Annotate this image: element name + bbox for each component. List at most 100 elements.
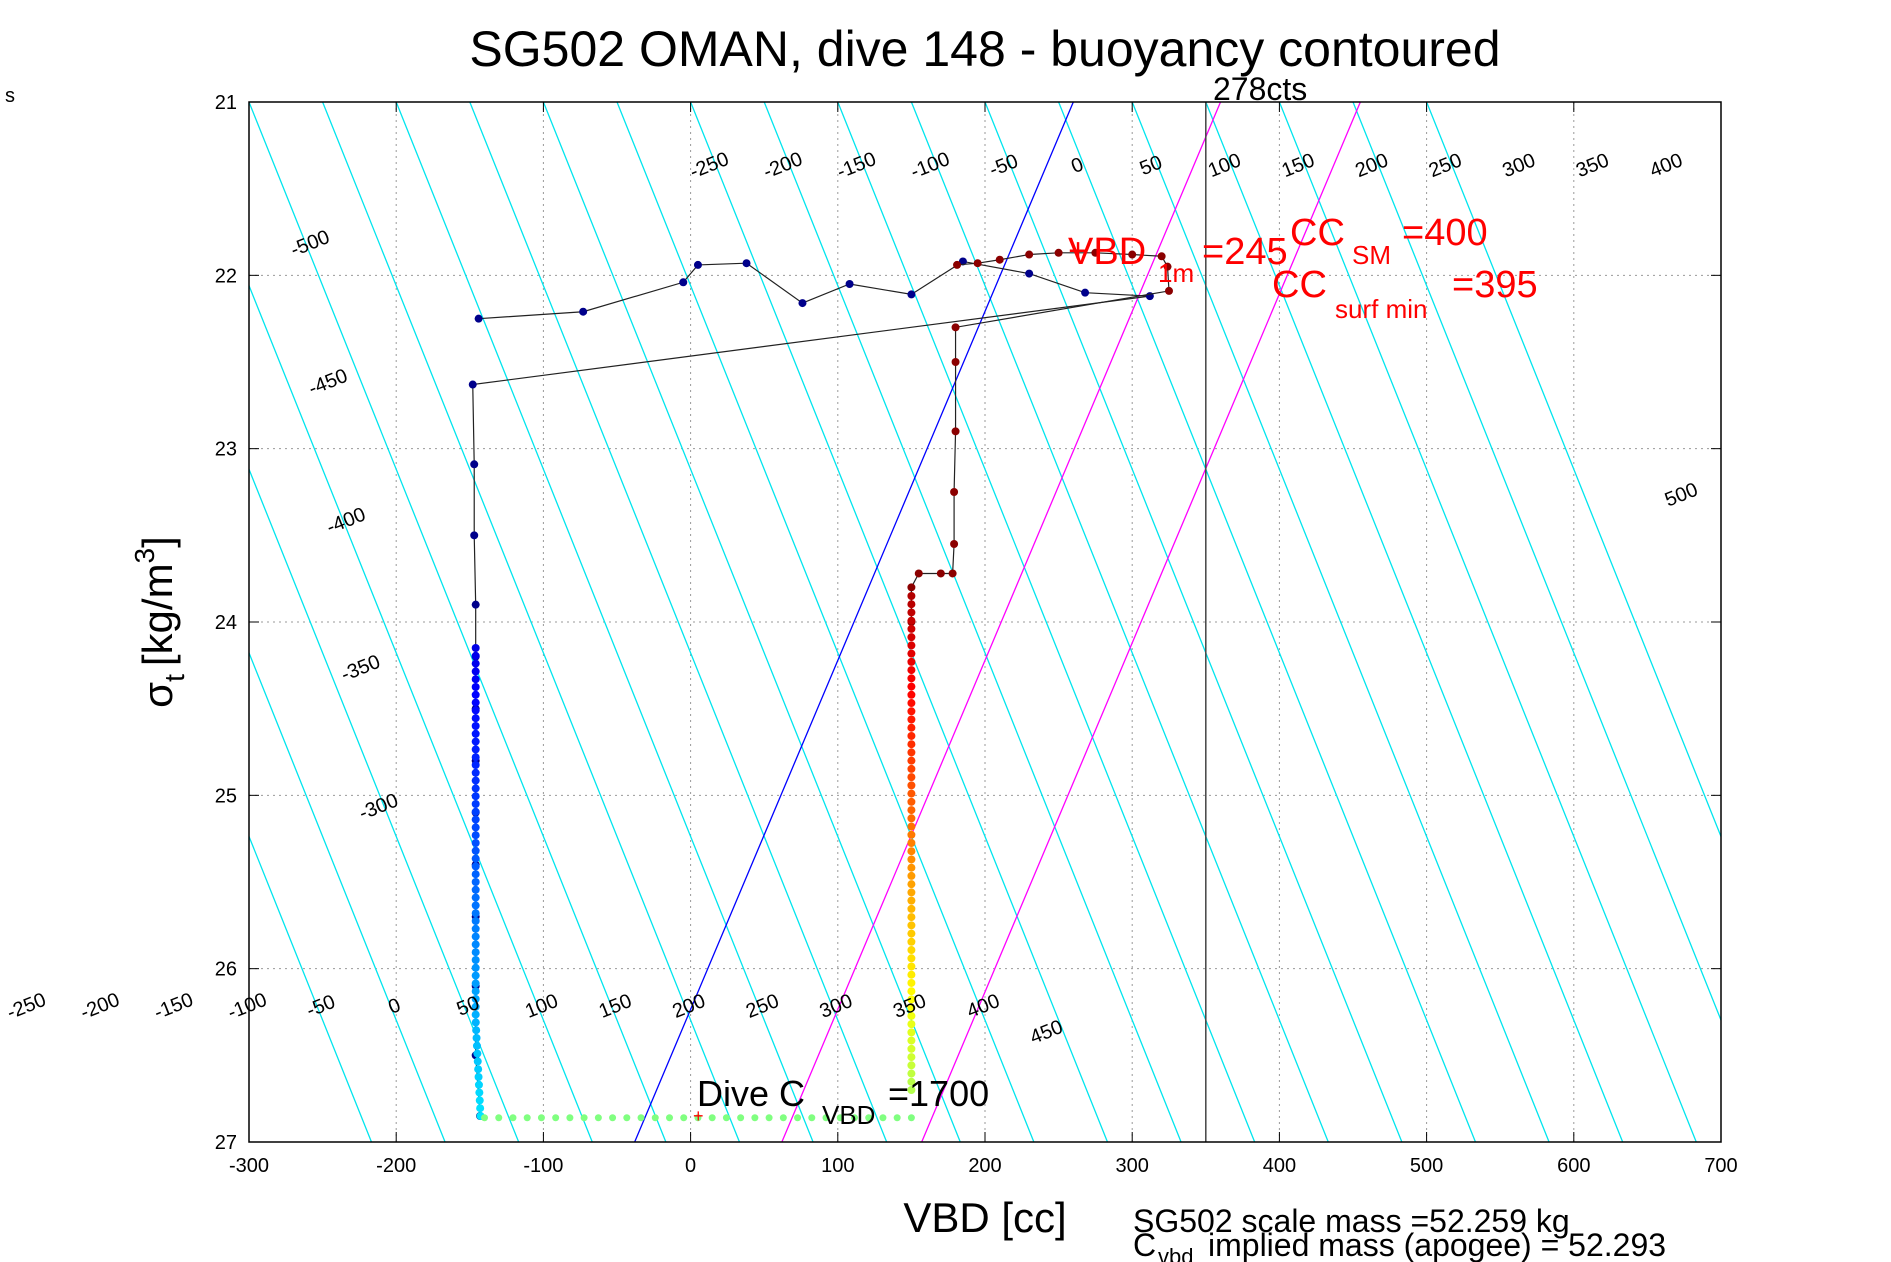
- axis-ticks: -300 -200 -100 0 100 200 300 400 500 600 700 21 22 23…: [215, 92, 1738, 1177]
- series-point: [951, 427, 960, 436]
- track-point: [907, 748, 916, 757]
- track-point: [471, 1018, 480, 1027]
- track-point: [623, 1114, 631, 1122]
- track-point: [907, 929, 916, 938]
- track-point: [907, 913, 916, 922]
- series-point: [742, 259, 751, 268]
- track-point: [907, 1086, 916, 1094]
- track-point: [907, 995, 916, 1004]
- cc-surf-main: CC: [1272, 264, 1327, 306]
- vbd-1m-value: =245: [1202, 231, 1288, 273]
- implied-sub: vbd: [1158, 1244, 1193, 1262]
- track-point: [471, 729, 480, 738]
- dive-cvbd-main: Dive C: [697, 1073, 805, 1114]
- track-point: [471, 706, 480, 715]
- series-point: [470, 531, 479, 540]
- series-point: [953, 260, 962, 269]
- x-tick-label: -100: [523, 1155, 563, 1177]
- track-point: [471, 745, 480, 754]
- track-point: [471, 683, 480, 691]
- track-point: [471, 909, 480, 918]
- x-tick-label: 200: [968, 1155, 1001, 1177]
- track-point: [471, 870, 480, 879]
- x-tick-label: -200: [376, 1155, 416, 1177]
- track-point: [907, 937, 916, 946]
- track-point: [472, 1041, 481, 1050]
- track-point: [907, 855, 916, 864]
- track-point: [865, 1114, 873, 1122]
- implied-main: C: [1133, 1227, 1156, 1262]
- x-tick-label: -300: [229, 1155, 269, 1177]
- annotation-vbd-1m: + VBD 1m =245: [1068, 231, 1288, 288]
- series-point: [948, 569, 957, 578]
- series-point: [907, 290, 916, 299]
- y-tick-label: 21: [215, 92, 237, 114]
- series-point: [995, 255, 1004, 264]
- chart-title: SG502 OMAN, dive 148 - buoyancy contoure…: [469, 21, 1500, 77]
- track-point: [907, 1077, 916, 1086]
- track-point: [475, 1096, 484, 1105]
- track-point: [907, 592, 916, 600]
- track-point: [907, 797, 916, 806]
- track-point: [907, 624, 916, 633]
- track-point: [580, 1114, 588, 1122]
- track-point: [907, 682, 916, 691]
- left-edge-label: s: [5, 85, 15, 107]
- track-point: [471, 776, 480, 785]
- gradient-track: [471, 592, 916, 1122]
- track-point: [471, 971, 480, 980]
- y-tick-label: 25: [215, 785, 237, 807]
- track-point: [850, 1114, 858, 1122]
- track-point: [907, 764, 916, 773]
- track-point: [907, 954, 916, 963]
- scale-mass-text: SG502 scale mass =52.259 kg: [1133, 1203, 1570, 1239]
- track-point: [474, 1065, 483, 1074]
- track-point: [907, 633, 916, 642]
- cc-sm-sub: SM: [1352, 240, 1391, 270]
- series-point: [973, 259, 982, 268]
- y-label-unit: [kg/m: [134, 563, 181, 666]
- track-point: [471, 784, 480, 793]
- track-point: [907, 830, 916, 839]
- contour-line: [249, 102, 667, 1142]
- track-point: [907, 1069, 916, 1078]
- track-point: [907, 731, 916, 740]
- contour-line: [1131, 102, 1550, 1142]
- dive-cvbd-value: =1700: [888, 1073, 989, 1114]
- track-point: [471, 768, 480, 777]
- track-point: [471, 893, 480, 902]
- track-point: [471, 948, 480, 957]
- series-point: [958, 257, 967, 266]
- contour-line: [689, 102, 1109, 1142]
- vbd-1m-sub: 1m: [1158, 258, 1194, 288]
- reference-line: [921, 102, 1361, 1142]
- track-point: [471, 995, 480, 1003]
- track-point: [471, 761, 480, 769]
- track-point: [471, 901, 480, 910]
- track-point: [471, 862, 480, 871]
- series-point: [951, 358, 960, 366]
- track-point: [523, 1114, 531, 1122]
- track-point: [907, 921, 916, 930]
- track-point: [907, 987, 916, 996]
- contour-line: [1205, 102, 1624, 1142]
- track-point: [471, 885, 480, 894]
- series-point: [1025, 269, 1034, 278]
- track-point: [471, 792, 480, 801]
- series-point: [950, 488, 959, 496]
- track-point: [907, 1003, 916, 1012]
- track-point: [893, 1114, 901, 1122]
- track-point: [473, 1049, 482, 1058]
- track-point: [907, 1028, 916, 1037]
- track-point: [907, 863, 916, 872]
- x-axis-label: VBD [cc]: [903, 1194, 1066, 1241]
- contour-lines: [249, 102, 1721, 1142]
- y-tick-label: 24: [215, 612, 237, 634]
- track-point: [471, 839, 480, 847]
- track-point: [471, 878, 480, 886]
- track-point: [907, 1114, 915, 1122]
- series-point: [470, 460, 479, 469]
- track-point: [566, 1114, 574, 1122]
- track-point: [471, 800, 480, 808]
- track-point: [822, 1114, 830, 1122]
